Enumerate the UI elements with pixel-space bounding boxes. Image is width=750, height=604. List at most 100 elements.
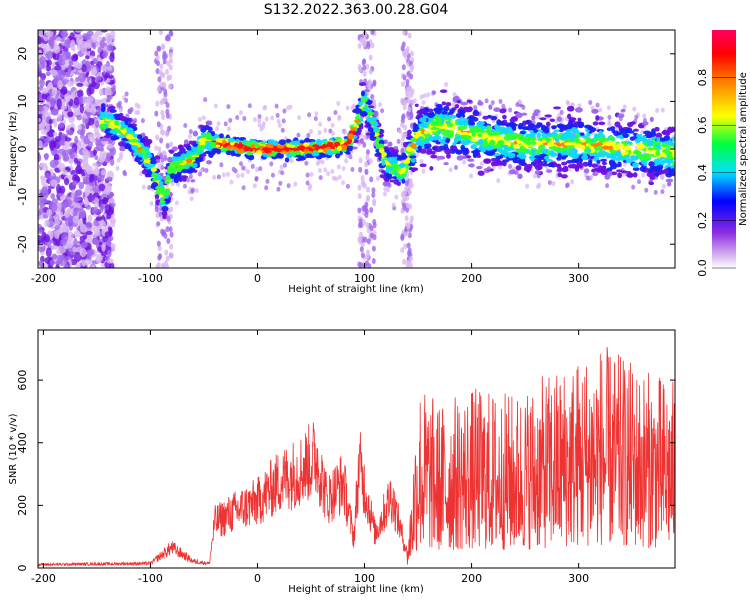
spectral-blob [318,121,323,127]
spectral-blob [405,185,410,192]
spectral-blob [396,157,403,161]
spectral-blob [64,198,72,207]
spectral-blob [44,137,50,143]
spectral-blob [64,209,70,218]
y-tick-label: -10 [16,188,29,206]
spectral-blob [408,262,413,268]
spectral-blob [600,158,607,162]
spectral-blob [660,107,665,113]
spectral-blob [102,50,108,59]
spectral-blob [73,252,82,262]
spectral-blob [449,108,455,114]
spectral-blob [182,176,187,182]
spectral-blob [105,176,113,182]
spectral-blob [379,147,385,154]
spectral-blob [409,113,414,120]
spectral-blob [77,89,84,99]
spectral-blob [179,155,185,161]
spectral-blob [150,157,156,161]
spectral-blob [462,125,468,130]
spectral-blob [367,127,374,133]
spectral-blob [430,127,439,131]
spectral-blob [333,110,338,116]
spectral-blob [402,104,407,111]
spectral-blob [369,225,374,232]
spectral-blob [194,188,199,194]
spectral-blob [656,143,661,149]
spectral-blob [493,160,501,167]
spectral-blob [496,120,504,126]
spectral-blob [576,122,585,128]
spectral-blob [577,103,582,109]
spectral-blob [563,132,571,138]
spectral-blob [311,151,320,157]
spectral-blob [620,108,626,113]
spectral-blob [38,223,42,229]
spectral-blob [150,167,158,172]
spectral-blob [560,174,568,179]
spectral-blob [443,161,449,166]
spectral-blob [161,210,168,217]
spectral-blob [227,138,236,143]
spectral-blob [354,115,361,120]
spectral-blob [547,180,552,186]
spectral-blob [56,98,62,109]
spectral-blob [453,164,458,170]
spectral-blob [515,165,522,171]
spectral-blob [221,172,226,178]
spectral-blob [38,66,42,72]
spectral-blob [476,121,484,127]
spectral-blob [291,151,297,157]
spectral-blob [39,200,45,207]
spectral-blob [400,173,407,178]
spectral-blob [400,121,405,128]
spectral-blob [160,43,165,50]
spectral-blob [451,145,458,150]
spectral-blob [512,144,518,149]
y-tick-label: -20 [16,235,29,253]
spectral-blob [360,174,365,181]
spectral-blob [566,105,575,112]
spectral-blob [412,98,417,104]
spectral-blob [280,170,285,176]
spectral-blob [38,260,44,268]
spectral-blob [137,134,143,140]
spectral-blob [359,246,364,253]
spectral-blob [589,174,594,180]
spectral-blob [277,122,282,128]
spectral-blob [360,96,367,103]
spectral-blob [366,110,374,117]
spectral-blob [462,120,469,127]
spectral-blob [38,106,45,112]
spectral-blob [477,133,483,138]
spectral-blob [86,112,91,118]
spectral-blob [322,144,328,149]
spectral-blob [371,191,376,198]
spectral-blob [648,167,653,174]
spectral-blob [140,148,147,154]
spectral-blob [404,215,409,222]
spectral-blob [67,111,74,118]
spectral-blob [396,138,401,144]
spectral-blob [54,65,62,71]
spectral-blob [462,159,467,165]
spectral-blob [64,264,71,268]
spectral-blob [432,135,438,141]
spectral-blob [95,253,103,264]
spectral-blob [71,54,79,62]
spectral-blob [109,158,115,166]
spectral-blob [164,131,169,138]
spectral-blob [282,162,287,168]
spectral-blob [106,77,111,83]
spectral-blob [530,149,537,155]
spectral-blob [596,159,601,164]
spectral-blob [419,158,424,164]
spectral-blob [573,122,578,127]
spectral-blob [320,159,325,165]
spectral-blob [285,138,292,143]
spectral-blob [518,122,524,129]
spectral-blob [402,205,407,211]
spectral-blob [79,211,86,219]
colorbar: 0.00.20.40.60.8 Normalized spectral ampl… [696,30,749,277]
spectral-blob [431,90,436,95]
